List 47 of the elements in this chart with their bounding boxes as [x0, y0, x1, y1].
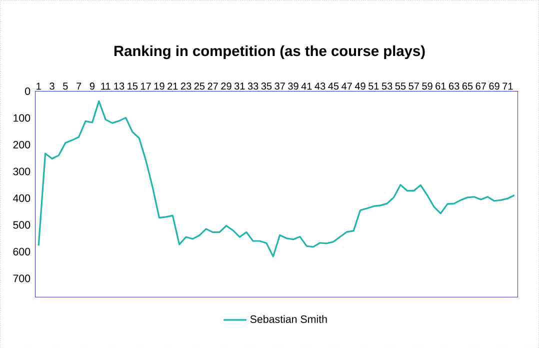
x-tick-label: 71: [502, 82, 513, 90]
x-tick-label: 29: [221, 82, 232, 90]
y-tick-label: 200: [13, 140, 30, 148]
y-tick-label: 100: [14, 114, 30, 122]
x-tick-label: 3: [50, 82, 54, 90]
x-tick-label: 13: [114, 82, 124, 90]
x-tick-label: 17: [141, 82, 151, 90]
x-tick-label: 61: [436, 82, 446, 90]
y-tick-label: 700: [13, 274, 30, 282]
x-tick-label: 67: [476, 82, 486, 90]
y-tick-label: 500: [13, 220, 30, 229]
x-tick-label: 57: [408, 82, 419, 90]
y-tick-label: 300: [13, 168, 30, 176]
x-tick-label: 1: [36, 82, 41, 90]
x-tick-label: 55: [395, 82, 406, 90]
x-tick-label: 69: [489, 82, 500, 90]
x-tick-label: 19: [154, 82, 164, 90]
x-tick-label: 31: [234, 82, 245, 90]
x-tick-label: 33: [248, 82, 258, 90]
x-tick-label: 53: [382, 82, 392, 90]
x-tick-label: 45: [328, 82, 339, 90]
x-tick-label: 15: [128, 82, 138, 90]
x-tick-label: 23: [180, 82, 192, 90]
x-tick-label: 7: [76, 82, 82, 90]
x-tick-label: 21: [168, 82, 178, 90]
x-tick-label: 35: [261, 82, 272, 90]
x-tick-label: 65: [462, 82, 473, 90]
x-tick-label: 39: [288, 82, 298, 90]
x-tick-label: 63: [449, 82, 460, 90]
y-tick-label: 400: [13, 194, 30, 202]
x-tick-label: 25: [194, 82, 205, 90]
legend-label: Sebastian Smith: [250, 314, 327, 323]
x-tick-label: 5: [63, 82, 68, 90]
x-tick-label: 47: [342, 82, 352, 90]
x-tick-label: 37: [274, 82, 285, 90]
x-tick-label: 41: [301, 82, 312, 90]
line-series: [38, 100, 516, 258]
x-tick-label: 43: [314, 82, 326, 90]
x-tick-label: 49: [354, 82, 366, 90]
chart-title: Ranking in competition (as the course plays): [114, 45, 425, 59]
x-tick-label: 27: [208, 82, 218, 90]
x-tick-label: 9: [90, 82, 95, 90]
x-tick-label: 59: [422, 82, 432, 90]
x-tick-label: 51: [368, 82, 379, 90]
y-tick-label: 600: [13, 248, 30, 256]
x-tick-label: 11: [101, 82, 110, 90]
y-tick-label: 0: [25, 87, 30, 95]
